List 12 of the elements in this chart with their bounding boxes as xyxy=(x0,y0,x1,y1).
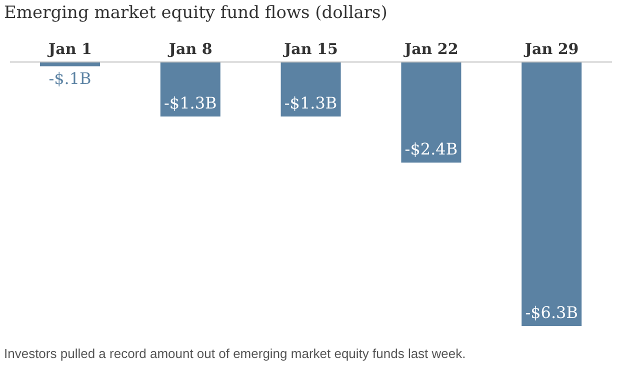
x-tick-label: Jan 22 xyxy=(402,40,458,58)
x-tick-label: Jan 1 xyxy=(46,40,92,58)
data-label: -$1.3B xyxy=(164,93,217,112)
chart-title: Emerging market equity fund flows (dollars) xyxy=(4,3,388,23)
data-label: -$6.3B xyxy=(525,303,578,322)
text: Investors pulled a record amount out of emerging market equity funds last week. xyxy=(4,346,466,361)
data-label: -$1.3B xyxy=(284,93,338,112)
x-tick-label: Jan 29 xyxy=(522,40,579,58)
x-tick-label: Jan 8 xyxy=(166,40,212,58)
data-label: -$2.4B xyxy=(404,140,458,159)
x-tick-label: Jan 15 xyxy=(282,40,338,58)
data-label: -$.1B xyxy=(48,69,92,88)
